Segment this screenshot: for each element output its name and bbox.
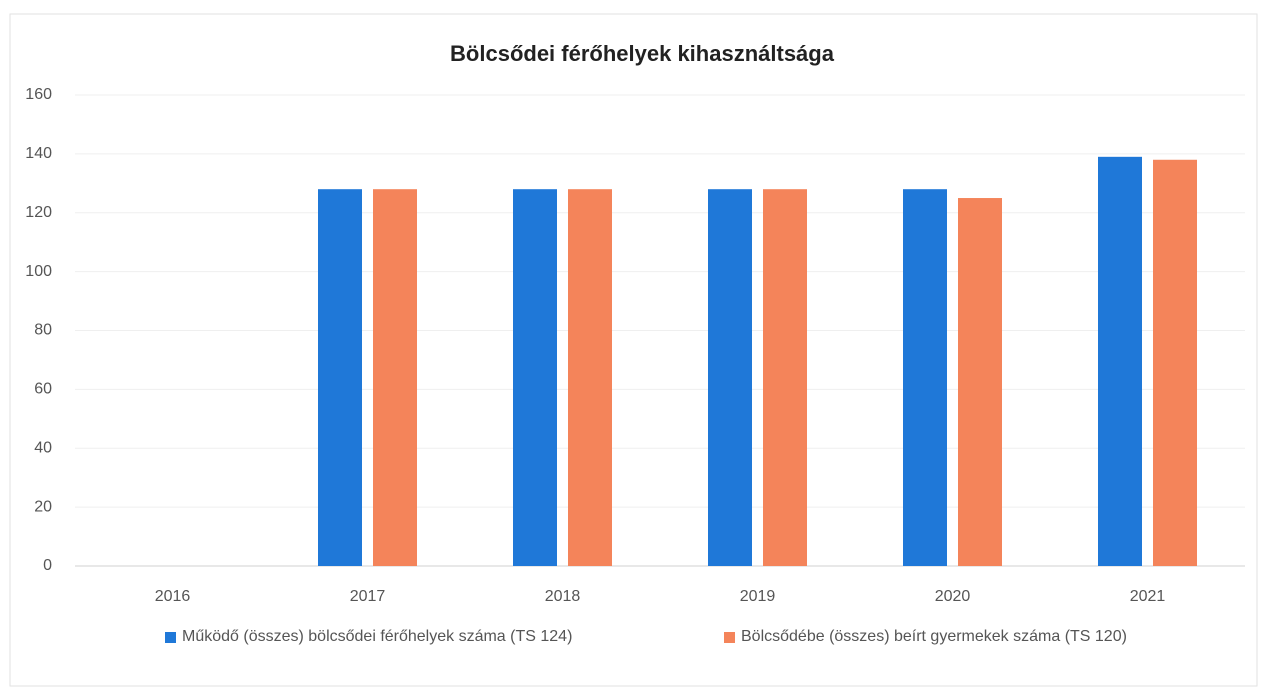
legend-item: Működő (összes) bölcsődei férőhelyek szá… [165,624,685,650]
bar [318,189,362,566]
bar [903,189,947,566]
y-tick-label: 100 [25,263,52,280]
x-tick-label: 2018 [545,588,581,605]
y-tick-label: 40 [34,439,52,456]
bar [373,189,417,566]
legend-swatch [724,632,735,643]
x-tick-label: 2021 [1130,588,1166,605]
x-tick-label: 2020 [935,588,971,605]
y-tick-label: 160 [25,86,52,103]
x-tick-label: 2016 [155,588,191,605]
x-tick-label: 2017 [350,588,386,605]
y-tick-label: 120 [25,204,52,221]
x-tick-label: 2019 [740,588,776,605]
bar [708,189,752,566]
bar [1098,156,1142,566]
y-tick-label: 20 [34,498,52,515]
bar [568,189,612,566]
bar [763,189,807,566]
legend-swatch [165,632,176,643]
legend-label: Bölcsődébe (összes) beírt gyermekek szám… [741,628,1127,645]
y-tick-label: 140 [25,145,52,162]
chart-title: Bölcsődei férőhelyek kihasználtsága [450,41,835,66]
bar [1153,159,1197,566]
chart-border [9,13,1258,687]
bar [958,198,1002,566]
y-tick-label: 60 [34,381,52,398]
bar [513,189,557,566]
legend-item: Bölcsődébe (összes) beírt gyermekek szám… [724,624,1144,650]
y-tick-label: 0 [43,557,52,574]
y-tick-label: 80 [34,322,52,339]
legend-label: Működő (összes) bölcsődei férőhelyek szá… [182,628,573,645]
